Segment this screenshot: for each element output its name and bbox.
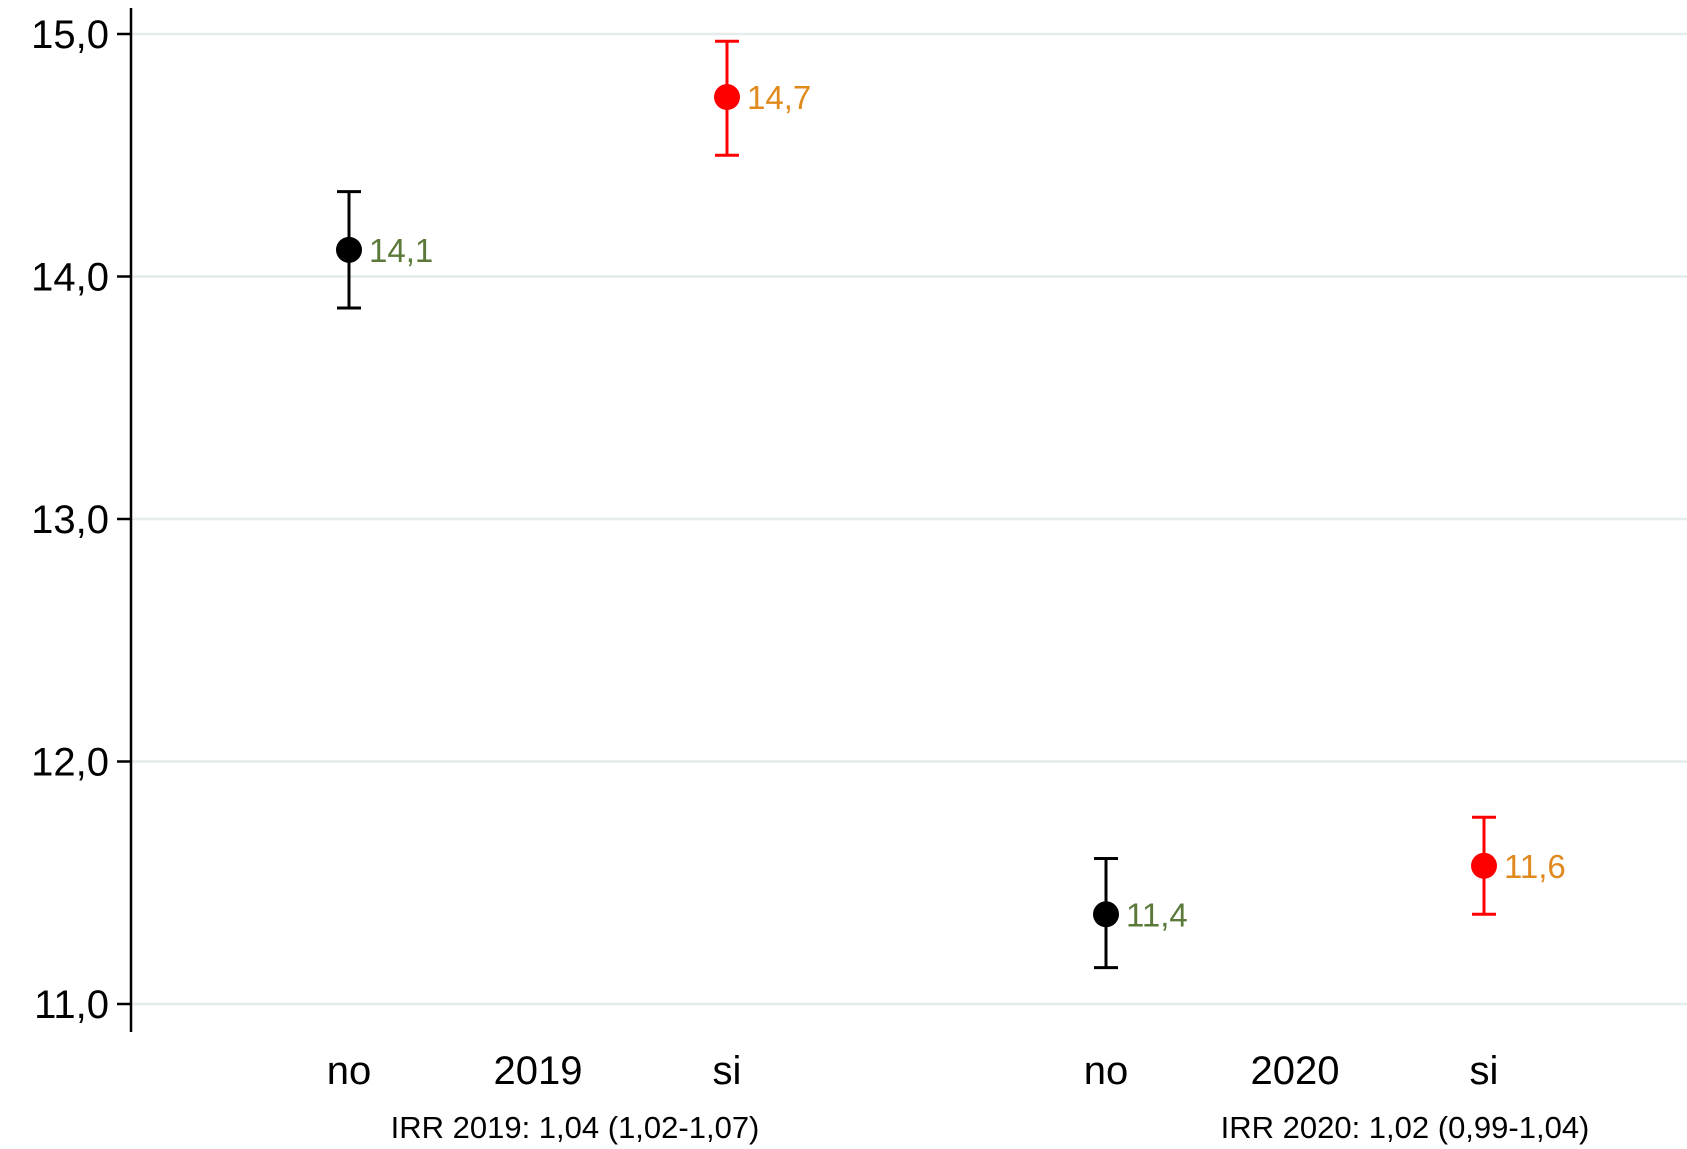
- data-point: [1471, 852, 1497, 879]
- gridlines: [131, 32, 1687, 1006]
- irr-note: IRR 2020: 1,02 (0,99-1,04): [1221, 1110, 1590, 1145]
- y-tick-label: 12,0: [31, 741, 109, 785]
- x-category-label: no: [327, 1049, 372, 1093]
- data-value-label: 14,1: [369, 232, 433, 269]
- data-marks: 14,1 14,7 11,4 11,6: [336, 39, 1566, 970]
- y-tick-label: 13,0: [31, 498, 109, 542]
- data-point: [714, 84, 740, 111]
- data-value-label: 11,4: [1126, 896, 1188, 933]
- y-tick-label: 14,0: [31, 256, 109, 300]
- data-point: [1093, 901, 1119, 928]
- irr-note: IRR 2019: 1,04 (1,02-1,07): [391, 1110, 760, 1145]
- x-axis-labels: no si 2019 IRR 2019: 1,04 (1,02-1,07) no si 20…: [327, 1049, 1590, 1145]
- x-group-label: 2019: [494, 1049, 583, 1093]
- data-point: [336, 236, 362, 263]
- x-category-label: no: [1084, 1049, 1129, 1093]
- y-tick-label: 11,0: [34, 983, 109, 1027]
- data-value-label: 14,7: [747, 79, 811, 116]
- x-category-label: si: [713, 1049, 742, 1093]
- x-group-label: 2020: [1251, 1049, 1340, 1093]
- y-axis-ticks: 11,0 12,0 13,0 14,0 15,0: [31, 13, 131, 1027]
- data-value-label: 11,6: [1504, 848, 1566, 885]
- y-tick-label: 15,0: [31, 13, 109, 57]
- x-category-label: si: [1470, 1049, 1499, 1093]
